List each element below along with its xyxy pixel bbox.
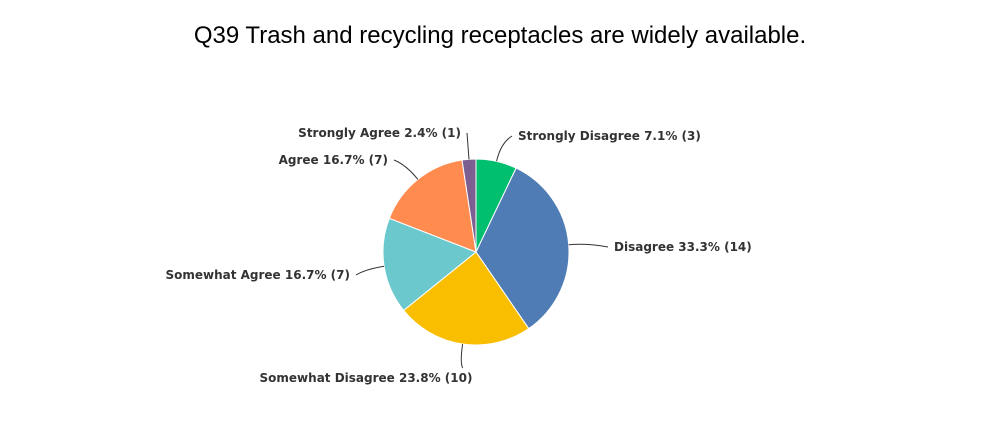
pie-slice-somewhat-agree (382, 217, 477, 312)
leader-line (460, 343, 464, 369)
leader-line (355, 265, 385, 276)
leader-line (496, 135, 513, 162)
chart-title: Q39 Trash and recycling receptacles are … (193, 22, 807, 49)
leader-line (568, 243, 609, 248)
pie-slice-disagree (475, 167, 570, 330)
data-label: Strongly Agree 2.4% (1) (298, 126, 461, 140)
data-label: Agree 16.7% (7) (279, 153, 388, 167)
data-label: Strongly Disagree 7.1% (3) (518, 129, 701, 143)
leader-line (466, 132, 470, 160)
data-label: Somewhat Disagree 23.8% (10) (260, 371, 473, 385)
data-label: Somewhat Agree 16.7% (7) (165, 268, 350, 282)
leader-line (393, 159, 419, 180)
data-label: Disagree 33.3% (14) (614, 240, 752, 254)
pie-slice-agree (388, 159, 477, 253)
